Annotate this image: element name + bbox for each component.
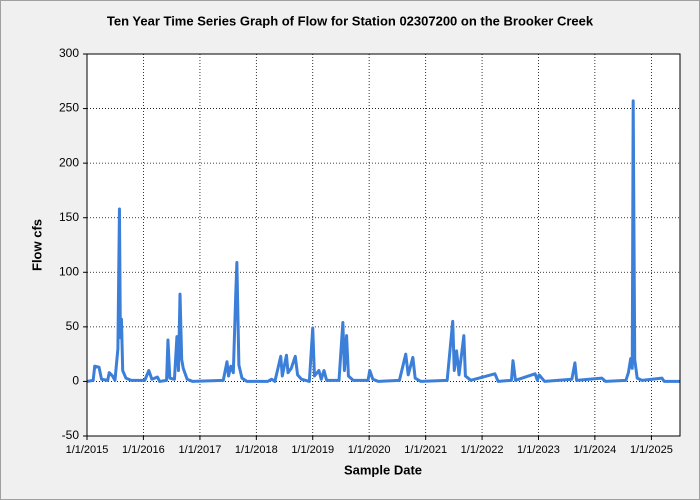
x-tick-label: 1/1/2024 — [573, 444, 616, 456]
plot-border — [86, 53, 681, 437]
y-tick-label: 250 — [59, 101, 79, 115]
x-tick-label: 1/1/2025 — [630, 444, 673, 456]
y-axis-label: Flow cfs — [29, 219, 44, 271]
x-tick-label: 1/1/2018 — [235, 444, 278, 456]
y-tick-label: 0 — [72, 374, 79, 388]
y-tick-label: 50 — [66, 319, 80, 333]
plot-layer: -50 0 50 100 150 200 250 300 1/1/2015 1/1/2016 1/1… — [59, 46, 680, 456]
y-tick-label: 200 — [59, 155, 79, 169]
y-tick-label: 100 — [59, 264, 79, 278]
x-tick-label: 1/1/2021 — [404, 444, 447, 456]
flow-line — [86, 99, 680, 383]
x-axis-label: Sample Date — [344, 462, 422, 477]
x-tick-label: 1/1/2015 — [66, 444, 109, 456]
y-tick-label: 150 — [59, 210, 79, 224]
x-tick-label: 1/1/2022 — [461, 444, 504, 456]
x-tick-label: 1/1/2017 — [179, 444, 222, 456]
x-tick-label: 1/1/2023 — [517, 444, 560, 456]
x-tick-label: 1/1/2016 — [122, 444, 165, 456]
x-tick-label: 1/1/2020 — [348, 444, 391, 456]
y-tick-label: -50 — [62, 428, 80, 442]
chart-title: Ten Year Time Series Graph of Flow for S… — [107, 13, 594, 28]
x-tick-label: 1/1/2019 — [291, 444, 334, 456]
y-tick-label: 300 — [59, 46, 79, 60]
